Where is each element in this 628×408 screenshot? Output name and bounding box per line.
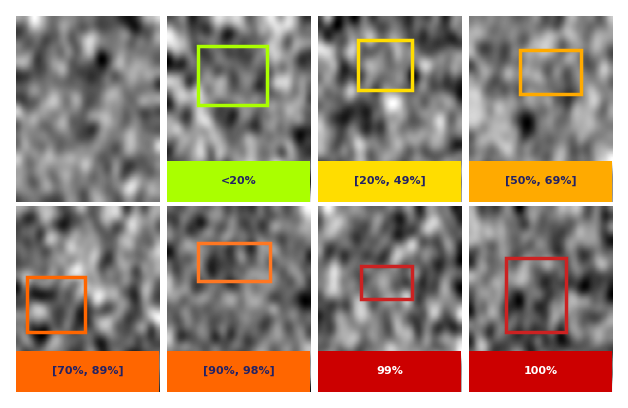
Bar	[506, 258, 566, 333]
Bar	[361, 266, 413, 299]
Bar	[358, 40, 413, 91]
Bar	[318, 351, 461, 392]
Bar	[167, 161, 310, 202]
Bar	[521, 50, 581, 94]
Bar	[167, 351, 310, 392]
Bar	[318, 161, 461, 202]
Text: [50%, 69%]: [50%, 69%]	[505, 176, 577, 186]
Text: 100%: 100%	[524, 366, 558, 376]
Text: [70%, 89%]: [70%, 89%]	[51, 366, 123, 377]
Bar	[27, 277, 85, 333]
Bar	[16, 351, 160, 392]
Bar	[198, 46, 267, 105]
Text: 99%: 99%	[376, 366, 403, 376]
Text: [20%, 49%]: [20%, 49%]	[354, 176, 425, 186]
Bar	[468, 351, 612, 392]
Bar	[468, 161, 612, 202]
Text: [90%, 98%]: [90%, 98%]	[203, 366, 274, 377]
Bar	[198, 244, 270, 281]
Text: <20%: <20%	[220, 176, 256, 186]
